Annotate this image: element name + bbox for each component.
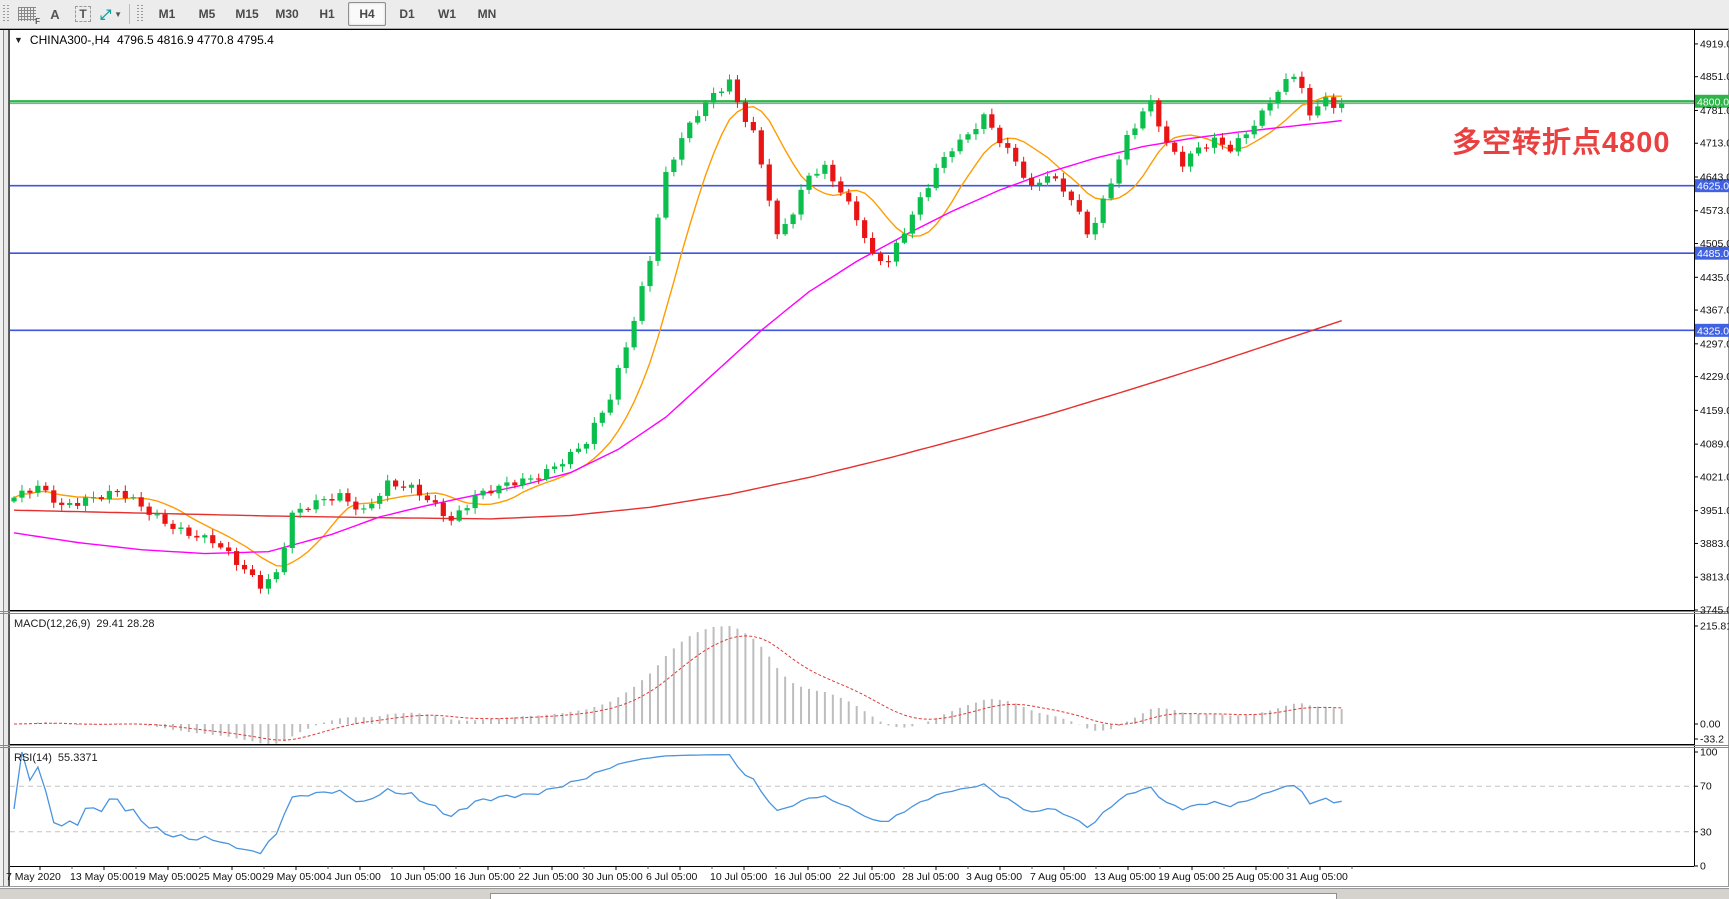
svg-text:4713.0: 4713.0 [1700,138,1729,150]
svg-text:215.81: 215.81 [1700,621,1729,633]
svg-text:22 Jul 05:00: 22 Jul 05:00 [838,871,895,883]
chart-text-annotation: 多空转折点4800 [1452,127,1671,159]
toolbar-separator [129,4,130,24]
svg-text:0.00: 0.00 [1700,719,1721,731]
letter-t-icon: T [75,6,91,22]
timeframe-button-h4[interactable]: H4 [348,2,386,26]
svg-text:4573.0: 4573.0 [1700,205,1729,217]
timeframe-button-m5[interactable]: M5 [198,7,216,21]
timeframe-button-m15[interactable]: M15 [235,7,259,21]
svg-text:22 Jun 05:00: 22 Jun 05:00 [518,871,579,883]
svg-text:30: 30 [1700,826,1712,838]
macd-values: 29.41 28.28 [96,618,155,630]
timeframe-group: M1 M5 M15 M30 H1 H4 D1 W1 MN [147,2,507,26]
bottom-dock-strip [0,888,1729,899]
indicator-grid-button[interactable]: F [14,2,40,26]
chart-window: 4800.0 4625.0 4485.0 4325.0 4919.0 4851.0 4781… [0,29,1729,887]
svg-text:70: 70 [1700,781,1712,793]
svg-text:4435.0: 4435.0 [1700,272,1729,284]
window-left-border [0,29,9,887]
svg-text:4643.0: 4643.0 [1700,171,1729,183]
macd-name: MACD(12,26,9) [14,618,91,630]
svg-text:16 Jul 05:00: 16 Jul 05:00 [774,871,831,883]
chevron-down-icon: ▼ [114,9,123,19]
svg-text:7 Aug 05:00: 7 Aug 05:00 [1030,871,1086,883]
svg-text:19 May 05:00: 19 May 05:00 [134,871,198,883]
svg-text:4089.0: 4089.0 [1700,439,1729,451]
svg-text:3745.0: 3745.0 [1700,605,1729,617]
chart-title-row: ▼ CHINA300-,H4 4796.5 4816.9 4770.8 4795… [14,33,274,47]
svg-text:4625.0: 4625.0 [1697,181,1729,193]
text-label-button[interactable]: A [42,2,68,26]
rsi-indicator-label: RSI(14) 55.3371 [14,752,98,764]
grid-icon: F [18,7,40,26]
symbol-title: CHINA300-,H4 [29,33,110,47]
toolbar-drag-handle[interactable] [3,5,9,23]
timeframe-button-mn[interactable]: MN [477,7,497,21]
ohlc-readout: 4796.5 4816.9 4770.8 4795.4 [116,33,274,47]
cursor-mode-button[interactable]: ⤢ ▼ [98,2,124,26]
svg-text:100: 100 [1700,747,1718,759]
timeframe-button-m1[interactable]: M1 [158,7,176,21]
svg-text:4505.0: 4505.0 [1700,238,1729,250]
timeframe-button-h1[interactable]: H1 [319,7,335,21]
svg-text:4781.0: 4781.0 [1700,105,1729,117]
svg-text:4021.0: 4021.0 [1700,471,1729,483]
timeframe-button-w1[interactable]: W1 [438,7,456,21]
svg-text:25 May 05:00: 25 May 05:00 [198,871,262,883]
svg-text:6 Jul 05:00: 6 Jul 05:00 [646,871,698,883]
svg-text:0: 0 [1700,861,1706,873]
svg-text:13 Aug 05:00: 13 Aug 05:00 [1094,871,1156,883]
rsi-name: RSI(14) [14,752,52,764]
svg-text:10 Jul 05:00: 10 Jul 05:00 [710,871,767,883]
rsi-value: 55.3371 [57,752,98,764]
letter-a-icon: A [50,6,60,22]
svg-text:4297.0: 4297.0 [1700,338,1729,350]
svg-text:28 Jul 05:00: 28 Jul 05:00 [902,871,959,883]
svg-text:31 Aug 05:00: 31 Aug 05:00 [1286,871,1348,883]
svg-text:3883.0: 3883.0 [1700,538,1729,550]
svg-text:4229.0: 4229.0 [1700,371,1729,383]
svg-text:16 Jun 05:00: 16 Jun 05:00 [454,871,515,883]
main-toolbar: F A T ⤢ ▼ M1 M5 M15 M30 H1 H4 D1 W1 MN [0,0,1729,29]
collapse-quote-icon[interactable]: ▼ [14,35,23,45]
svg-text:4 Jun 05:00: 4 Jun 05:00 [326,871,381,883]
chart-canvas[interactable]: 4800.0 4625.0 4485.0 4325.0 4919.0 4851.0 4781… [0,29,1729,887]
svg-text:25 Aug 05:00: 25 Aug 05:00 [1222,871,1284,883]
svg-text:4800.0: 4800.0 [1697,96,1729,108]
svg-text:30 Jun 05:00: 30 Jun 05:00 [582,871,643,883]
svg-text:4367.0: 4367.0 [1700,305,1729,317]
svg-text:19 Aug 05:00: 19 Aug 05:00 [1158,871,1220,883]
svg-text:-33.2: -33.2 [1700,734,1724,746]
svg-text:13 May 05:00: 13 May 05:00 [70,871,134,883]
docked-panel-edge[interactable] [490,893,1337,899]
svg-text:7 May 2020: 7 May 2020 [6,871,61,883]
svg-text:4159.0: 4159.0 [1700,405,1729,417]
svg-text:3813.0: 3813.0 [1700,572,1729,584]
timeframe-drag-handle[interactable] [137,5,143,23]
timeframe-button-m30[interactable]: M30 [275,7,299,21]
svg-text:3 Aug 05:00: 3 Aug 05:00 [966,871,1022,883]
text-box-button[interactable]: T [70,2,96,26]
timeframe-button-d1[interactable]: D1 [399,7,415,21]
macd-indicator-label: MACD(12,26,9) 29.41 28.28 [14,618,155,630]
arrows-icon: ⤢ [99,5,112,22]
svg-text:10 Jun 05:00: 10 Jun 05:00 [390,871,451,883]
svg-text:4325.0: 4325.0 [1697,325,1729,337]
svg-text:4485.0: 4485.0 [1697,248,1729,260]
svg-text:3951.0: 3951.0 [1700,505,1729,517]
svg-text:4919.0: 4919.0 [1700,38,1729,50]
svg-text:4851.0: 4851.0 [1700,71,1729,83]
svg-text:29 May 05:00: 29 May 05:00 [262,871,326,883]
